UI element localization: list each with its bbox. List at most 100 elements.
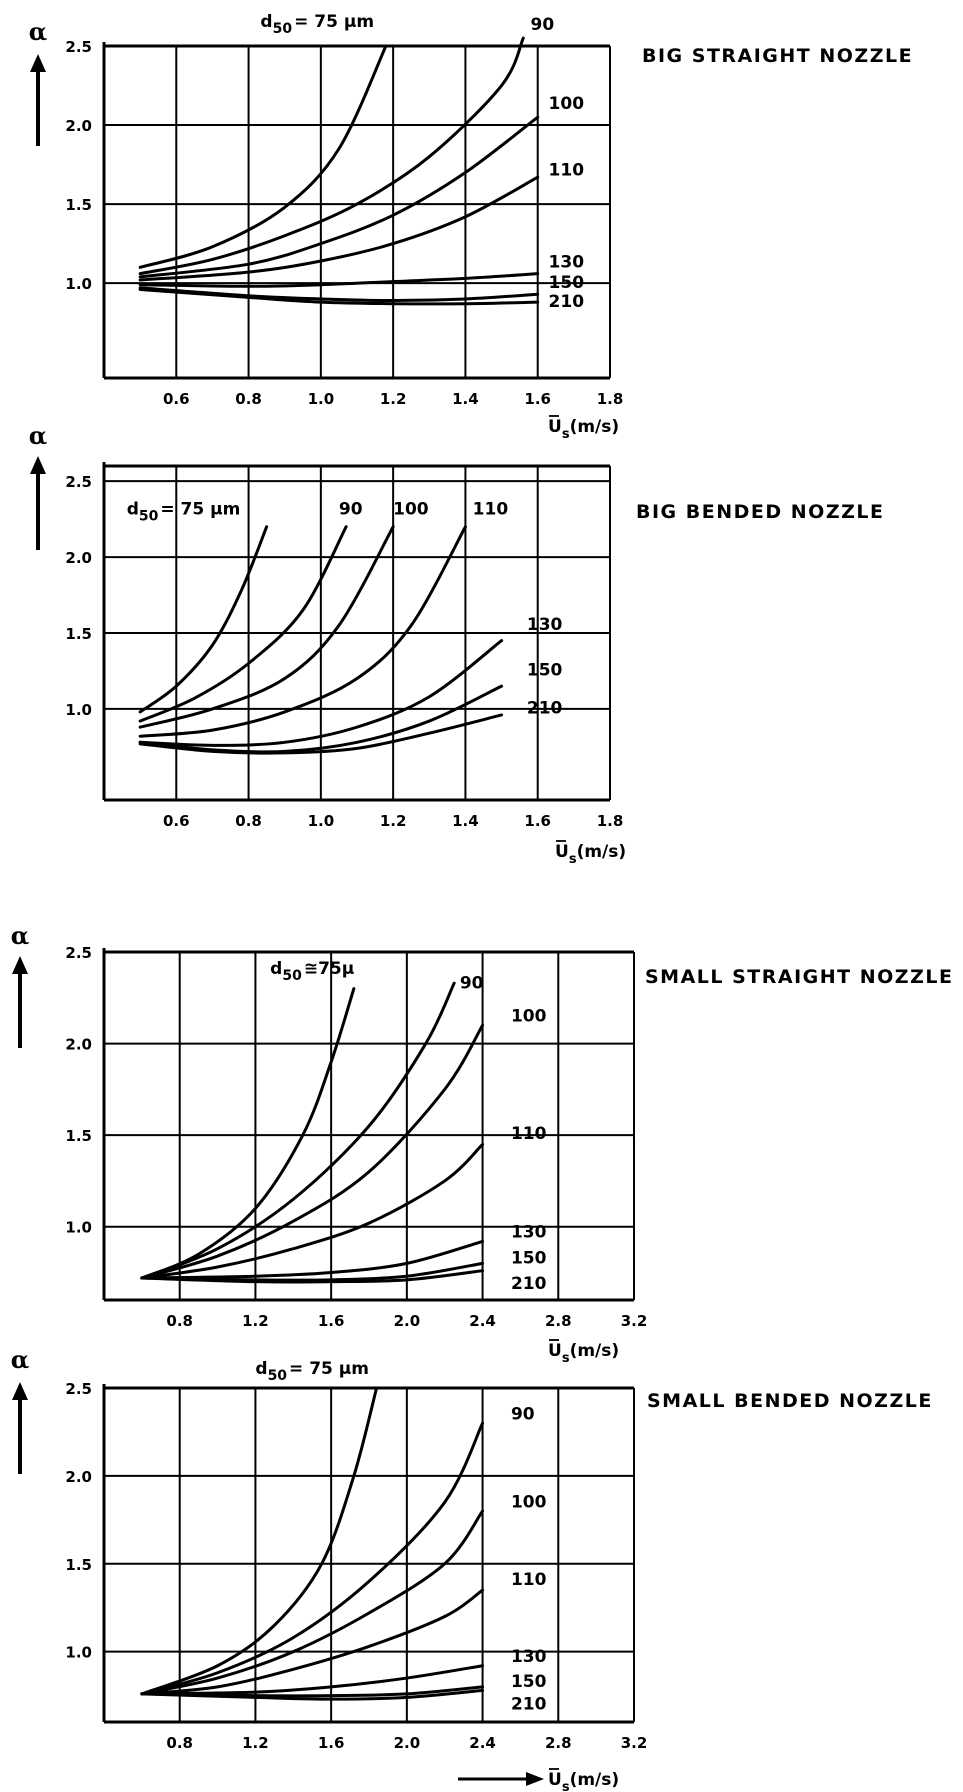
series-line-d50-75-m [138, 44, 388, 269]
x-tick-label-0-8: 0.8 [166, 1312, 193, 1330]
x-tick-label-1-6: 1.6 [524, 812, 551, 830]
y-arrow-icon [12, 956, 28, 974]
y-tick-label-2-5: 2.5 [65, 1380, 92, 1398]
curve-label-d50: d50 ≅75μ [270, 959, 354, 984]
series-line-130 [140, 1239, 485, 1280]
y-arrow-icon [30, 456, 46, 474]
series-line-d50-75-m [140, 1386, 379, 1696]
x-tick-label-0-8: 0.8 [235, 390, 262, 408]
x-tick-label-1-6: 1.6 [318, 1734, 345, 1752]
curve-label-150: 150 [527, 661, 563, 681]
series-line-110 [138, 525, 467, 738]
x-axis-label: Us(m/s) [555, 842, 626, 867]
y-tick-label-1-5: 1.5 [65, 1556, 92, 1574]
chart-title: BIG STRAIGHT NOZZLE [642, 45, 913, 67]
series-line-100 [140, 1509, 485, 1696]
y-tick-label-1-0: 1.0 [65, 1219, 92, 1237]
curve-label-90: 90 [530, 15, 554, 35]
curve-label-150: 150 [549, 273, 585, 293]
series-line-210 [140, 1269, 485, 1284]
curve-label-90: 90 [511, 1405, 535, 1425]
series-line-110 [138, 175, 540, 282]
x-tick-label-2-8: 2.8 [545, 1312, 572, 1330]
series-line-130 [138, 639, 504, 747]
curve-label-150: 150 [511, 1672, 547, 1692]
x-tick-label-1-2: 1.2 [380, 390, 407, 408]
x-tick-label-2-8: 2.8 [545, 1734, 572, 1752]
series-line-110 [140, 1588, 485, 1696]
y-arrow-icon [30, 54, 46, 72]
series-line-210 [138, 713, 504, 755]
series-line-d50-75 [140, 987, 356, 1280]
curve-label-210: 210 [511, 1695, 547, 1715]
chart-title: SMALL STRAIGHT NOZZLE [645, 966, 953, 988]
curve-label-130: 130 [549, 252, 585, 272]
x-tick-label-0-8: 0.8 [235, 812, 262, 830]
curve-label-130: 130 [511, 1647, 547, 1667]
curve-label-d50: d50 = 75 μm [260, 12, 374, 37]
x-tick-label-1-2: 1.2 [242, 1734, 269, 1752]
curve-label-d50: d50 = 75 μm [255, 1359, 369, 1384]
curve-label-210: 210 [527, 698, 563, 718]
curve-label-210: 210 [549, 292, 585, 312]
series-line-100 [140, 1023, 485, 1280]
x-axis-label: Us(m/s) [548, 417, 619, 442]
x-tick-label-2-4: 2.4 [469, 1734, 496, 1752]
curve-label-110: 110 [549, 161, 585, 181]
series-line-210 [140, 1688, 485, 1701]
x-tick-label-1-4: 1.4 [452, 812, 479, 830]
y-tick-label-1-5: 1.5 [65, 1127, 92, 1145]
curve-label-110: 110 [511, 1124, 547, 1144]
y-tick-label-1-0: 1.0 [65, 701, 92, 719]
y-tick-label-2-5: 2.5 [65, 473, 92, 491]
series-line-130 [140, 1664, 485, 1696]
series-line-90 [140, 1421, 485, 1696]
y-axis-label: α [29, 421, 47, 450]
y-tick-label-2-0: 2.0 [65, 1468, 92, 1486]
x-arrow-icon [526, 1772, 544, 1786]
x-tick-label-0-6: 0.6 [163, 812, 190, 830]
x-tick-label-1-2: 1.2 [380, 812, 407, 830]
curve-label-210: 210 [511, 1274, 547, 1294]
x-tick-label-2-0: 2.0 [394, 1312, 421, 1330]
chart-panel-small-bended-nozzle: 0.8 1.2 1.6 2.0 2.4 2.8 3.2 1.0 1.5 2.0 2.5 α Us(m/s… [11, 1345, 932, 1792]
x-tick-label-0-6: 0.6 [163, 390, 190, 408]
x-tick-label-1-4: 1.4 [452, 390, 479, 408]
x-tick-label-1-6: 1.6 [318, 1312, 345, 1330]
x-tick-label-3-2: 3.2 [621, 1312, 648, 1330]
x-tick-label-0-8: 0.8 [166, 1734, 193, 1752]
x-tick-label-2-4: 2.4 [469, 1312, 496, 1330]
y-tick-label-2-5: 2.5 [65, 944, 92, 962]
chart-panel-big-bended-nozzle: 0.6 0.8 1.0 1.2 1.4 1.6 1.8 1.0 1.5 2.0 2.5 α Us(m/s… [29, 421, 884, 867]
curve-label-110: 110 [511, 1570, 547, 1590]
y-tick-label-1-5: 1.5 [65, 625, 92, 643]
y-tick-label-2-0: 2.0 [65, 117, 92, 135]
x-axis-label: Us(m/s) [548, 1341, 619, 1366]
series-line-d50-75-m [138, 525, 269, 714]
curve-label-d50: d50 = 75 μm [127, 500, 241, 525]
chart-panel-big-straight-nozzle: 0.6 0.8 1.0 1.2 1.4 1.6 1.8 1.0 1.5 2.0 2.5 α Us(m/s… [29, 12, 913, 442]
x-tick-label-1-0: 1.0 [308, 390, 335, 408]
curve-label-100: 100 [511, 1493, 547, 1513]
series-line-110 [140, 1142, 485, 1280]
series-line-90 [140, 981, 456, 1280]
x-tick-label-2-0: 2.0 [394, 1734, 421, 1752]
curve-label-100: 100 [393, 500, 429, 520]
series-line-90 [138, 525, 348, 723]
series-line-210 [138, 287, 540, 306]
y-tick-label-1-5: 1.5 [65, 196, 92, 214]
curve-label-130: 130 [511, 1223, 547, 1243]
y-axis-label: α [11, 921, 29, 950]
chart-title: BIG BENDED NOZZLE [636, 501, 884, 523]
y-tick-label-2-0: 2.0 [65, 549, 92, 567]
y-tick-label-1-0: 1.0 [65, 1644, 92, 1662]
series-line-90 [138, 36, 525, 276]
y-tick-label-1-0: 1.0 [65, 275, 92, 293]
x-tick-label-1-8: 1.8 [597, 812, 624, 830]
curve-label-90: 90 [460, 974, 484, 994]
x-tick-label-1-6: 1.6 [524, 390, 551, 408]
y-arrow-icon [12, 1382, 28, 1400]
x-axis-label: Us(m/s) [548, 1770, 619, 1792]
y-axis-label: α [29, 17, 47, 46]
